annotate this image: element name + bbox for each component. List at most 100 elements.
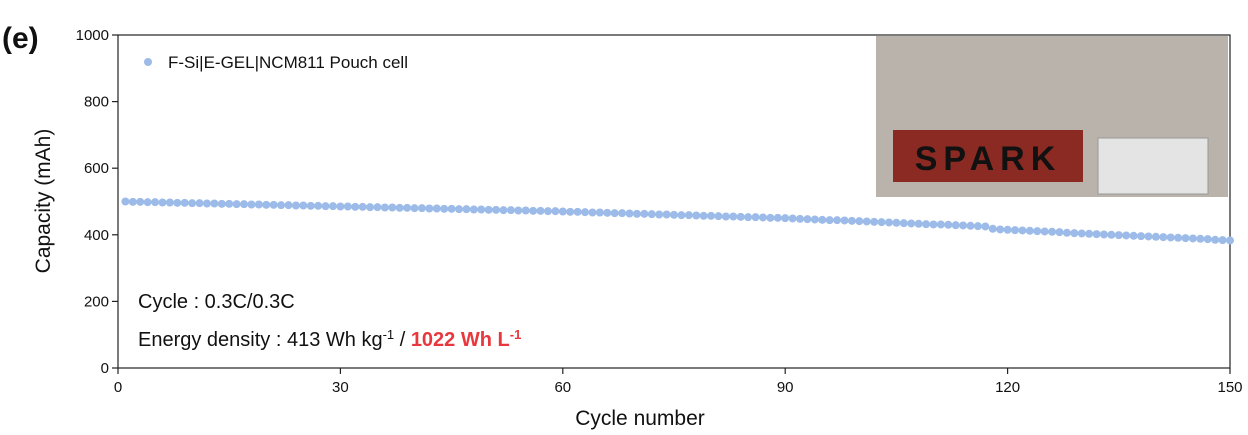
data-point <box>692 211 701 220</box>
data-point <box>1033 227 1042 236</box>
data-point <box>1048 227 1057 236</box>
data-point <box>966 221 975 230</box>
data-point <box>1077 229 1086 238</box>
data-point <box>1174 233 1183 242</box>
x-axis-label: Cycle number <box>575 407 705 430</box>
data-point <box>514 206 523 215</box>
data-point <box>529 206 538 215</box>
data-point <box>173 198 182 207</box>
x-tick-label: 30 <box>332 379 349 396</box>
data-point <box>277 201 286 210</box>
data-point <box>677 211 686 220</box>
data-point <box>618 209 627 218</box>
data-point <box>877 218 886 227</box>
data-point <box>744 213 753 222</box>
data-point <box>1085 229 1094 238</box>
y-tick-label: 600 <box>84 160 109 177</box>
data-point <box>195 199 204 208</box>
data-point <box>1211 235 1220 244</box>
y-tick-label: 200 <box>84 293 109 310</box>
data-point <box>455 205 464 214</box>
data-point <box>1218 236 1227 245</box>
data-point <box>766 213 775 222</box>
annotation-part: -1 <box>510 327 522 342</box>
data-point <box>217 199 226 208</box>
data-point <box>432 204 441 213</box>
data-point <box>395 203 404 212</box>
data-point <box>788 214 797 223</box>
data-point <box>758 213 767 222</box>
data-point <box>447 204 456 213</box>
data-point <box>729 212 738 221</box>
data-point <box>588 208 597 217</box>
data-point <box>1099 230 1108 239</box>
data-point <box>736 212 745 221</box>
data-point <box>1166 233 1175 242</box>
x-tick-label: 60 <box>554 379 571 396</box>
data-point <box>862 217 871 226</box>
data-point <box>892 218 901 227</box>
annotation-part: Energy density : 413 Wh kg <box>138 329 383 351</box>
data-point <box>803 215 812 224</box>
data-point <box>707 211 716 220</box>
data-point <box>573 207 582 216</box>
data-point <box>1107 230 1116 239</box>
data-point <box>136 197 145 206</box>
data-point <box>232 200 241 209</box>
data-point <box>899 219 908 228</box>
plot-frame <box>117 34 1231 369</box>
data-point <box>1181 234 1190 243</box>
data-point <box>684 211 693 220</box>
inset-text: SPARK <box>915 140 1062 178</box>
data-point <box>543 207 552 216</box>
data-point <box>388 203 397 212</box>
data-point <box>484 205 493 214</box>
data-point <box>922 220 931 229</box>
data-point <box>499 206 508 215</box>
data-point <box>410 204 419 213</box>
data-point <box>143 198 152 207</box>
data-point <box>1203 235 1212 244</box>
annotation-part: Cycle : 0.3C/0.3C <box>138 291 295 313</box>
data-point <box>1062 228 1071 237</box>
data-point <box>632 209 641 218</box>
data-point <box>581 208 590 217</box>
data-point <box>647 210 656 219</box>
data-point <box>373 203 382 212</box>
data-point <box>603 208 612 217</box>
data-point <box>884 218 893 227</box>
data-point <box>1159 233 1168 242</box>
data-point <box>833 216 842 225</box>
data-point <box>825 216 834 225</box>
data-point <box>506 206 515 215</box>
y-tick-label: 1000 <box>76 27 109 44</box>
data-point <box>225 199 234 208</box>
data-point <box>1011 226 1020 235</box>
data-point <box>351 202 360 211</box>
data-point <box>210 199 219 208</box>
data-point <box>165 198 174 207</box>
data-point <box>202 199 211 208</box>
data-point <box>610 209 619 218</box>
data-point <box>996 225 1005 234</box>
data-point <box>321 202 330 211</box>
data-point <box>936 220 945 229</box>
data-point <box>469 205 478 214</box>
x-tick-label: 0 <box>114 379 122 396</box>
data-point <box>284 201 293 210</box>
annotation: Cycle : 0.3C/0.3C <box>138 291 295 313</box>
data-point <box>870 217 879 226</box>
data-point <box>1114 231 1123 240</box>
data-point <box>551 207 560 216</box>
data-point <box>1151 232 1160 241</box>
data-point <box>269 200 278 209</box>
data-point <box>847 216 856 225</box>
data-point <box>358 202 367 211</box>
data-point <box>462 205 471 214</box>
data-point <box>188 199 197 208</box>
data-point <box>128 197 137 206</box>
data-point <box>640 209 649 218</box>
annotation-part: / <box>394 329 411 351</box>
